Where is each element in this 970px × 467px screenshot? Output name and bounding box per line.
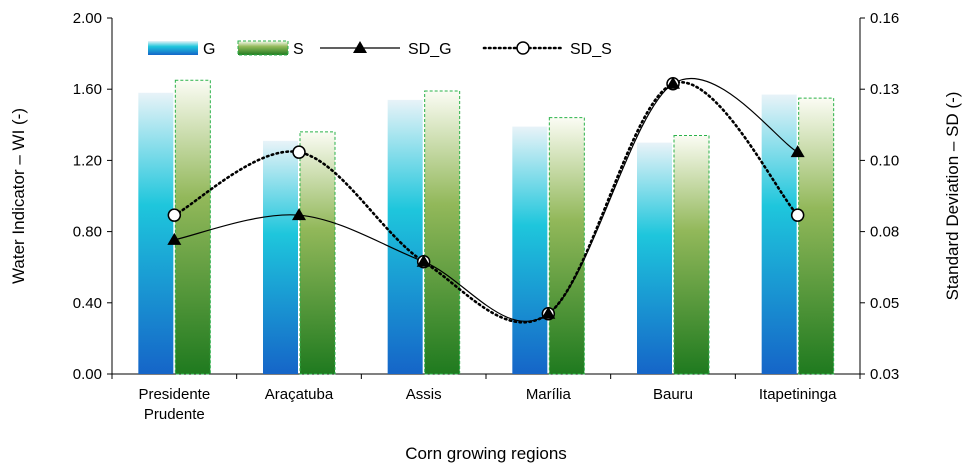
legend-label-SD_G: SD_G bbox=[408, 41, 452, 58]
x-tick-label: Araçatuba bbox=[265, 386, 334, 403]
x-tick-label: Presidente bbox=[138, 386, 210, 403]
y2-tick-label: 0.16 bbox=[870, 10, 899, 27]
y-axis-label: Water Indicator – WI (-) bbox=[9, 108, 28, 284]
marker-SD_G bbox=[666, 76, 680, 89]
legend-label-S: S bbox=[293, 41, 304, 58]
y2-tick-label: 0.05 bbox=[870, 295, 899, 312]
y2-axis-label: Standard Deviation – SD (-) bbox=[943, 92, 962, 301]
legend-label-G: G bbox=[203, 41, 215, 58]
legend-marker-SD_G bbox=[353, 41, 367, 53]
y2-tick-label: 0.13 bbox=[870, 81, 899, 98]
bar-S bbox=[548, 117, 585, 375]
bar-G bbox=[512, 126, 548, 374]
bar-S bbox=[299, 131, 336, 375]
x-tick-label: Prudente bbox=[144, 406, 205, 423]
bar-G bbox=[637, 142, 672, 374]
bar-G bbox=[761, 94, 797, 374]
marker-SD_G bbox=[416, 254, 431, 267]
y-tick-label: 1.60 bbox=[73, 81, 102, 98]
plot-area: 0.00 0.40 0.80 1.20 1.60 2.00 0.03 0.05 0.08 0.10… bbox=[73, 10, 899, 423]
marker-SD_S bbox=[167, 208, 182, 222]
legend-label-SD_S: SD_S bbox=[570, 41, 612, 58]
y-tick-label: 0.40 bbox=[73, 295, 102, 312]
y2-tick-label: 0.03 bbox=[870, 366, 899, 383]
y2-tick-label: 0.10 bbox=[870, 152, 899, 169]
bar-G bbox=[263, 140, 298, 374]
marker-SD_S bbox=[790, 208, 805, 222]
legend-swatch-G bbox=[148, 41, 198, 55]
x-tick-label: Bauru bbox=[653, 386, 693, 403]
marker-SD_G bbox=[167, 232, 182, 245]
y2-tick-label: 0.08 bbox=[870, 224, 899, 241]
marker-SD_G bbox=[292, 208, 306, 221]
y-tick-label: 2.00 bbox=[73, 10, 102, 27]
marker-SD_S bbox=[292, 145, 306, 159]
bar-G bbox=[138, 92, 174, 374]
x-tick-label: Itapetininga bbox=[759, 386, 837, 403]
bar-S bbox=[673, 134, 710, 375]
bar-G bbox=[387, 99, 423, 374]
marker-SD_G bbox=[541, 306, 556, 319]
bar-S bbox=[424, 90, 461, 375]
legend-swatch-S bbox=[237, 40, 289, 56]
x-tick-label: Assis bbox=[406, 386, 442, 403]
legend-marker-SD_S bbox=[516, 41, 530, 55]
x-tick-label: Marília bbox=[526, 386, 572, 403]
bar-S bbox=[174, 79, 211, 375]
bar-S bbox=[798, 97, 835, 375]
y-tick-label: 0.00 bbox=[73, 366, 102, 383]
y-tick-label: 0.80 bbox=[73, 224, 102, 241]
y-tick-label: 1.20 bbox=[73, 152, 102, 169]
x-axis-label: Corn growing regions bbox=[405, 444, 567, 463]
marker-SD_G bbox=[790, 145, 805, 158]
